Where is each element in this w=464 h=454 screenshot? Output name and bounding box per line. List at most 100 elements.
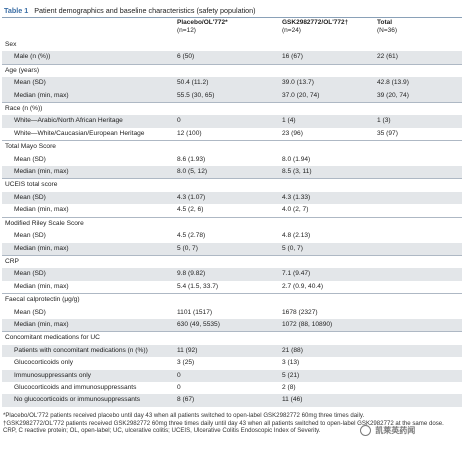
cell-value: 5 (21) [282,369,377,382]
cell-value: 16 (67) [282,51,377,65]
table-row: No glucocorticoids or immunosuppressants… [2,394,462,407]
table-row: Median (min, max) 5.4 (1.5, 33.7) 2.7 (0.9… [2,281,462,294]
section-row: UCEIS total score [2,178,462,192]
cell-value: 9.8 (9.82) [177,268,282,281]
table-row: Median (min, max) 8.0 (5, 12) 8.5 (3, 11) [2,166,462,179]
section-row: Race (n (%)) [2,102,462,116]
cell-value [377,216,462,231]
header-cell-total: Total (N=36) [377,18,462,39]
cell-value: 7.1 (9.47) [282,268,377,281]
footnote-gsk: †GSK2982772/OL'772 patients received GSK… [3,419,444,427]
row-label: White—Arabic/North African Heritage [2,115,177,128]
row-label: Glucocorticoids and immunosuppressants [14,383,137,391]
cell-value [282,254,377,269]
section-label: CRP [2,254,177,269]
cell-value [282,39,377,51]
header-count: (n=12) [177,27,196,34]
section-row: Age (years) [2,63,462,78]
table-container: Table 1 Patient demographics and baselin… [2,4,462,407]
cell-value: 4.0 (2, 7) [282,206,309,214]
row-label: Median (min, max) [2,89,177,103]
header-cell [2,18,177,39]
cell-value [377,39,462,51]
cell-value [377,242,462,256]
cell-value [377,230,462,242]
cell-value [282,140,377,154]
section-label: Sex [5,41,17,48]
cell-value: 1 (4) [282,115,377,128]
cell-value: 39.0 (13.7) [282,77,377,90]
row-label: Median (min, max) [2,166,177,179]
cell-value [177,140,282,154]
section-label: Age (years) [2,63,177,78]
cell-value [377,140,462,154]
footnote-placebo: *Placebo/OL'772 patients received placeb… [3,412,365,419]
cell-value: 1072 (88, 10890) [282,318,377,332]
cell-value [377,166,462,179]
cell-value: 5 (0, 7) [177,242,282,256]
section-row: Modified Riley Scale Score [2,216,462,231]
row-label: Median (min, max) [2,318,177,332]
row-label: Median (min, max) [14,282,69,290]
cell-value [377,154,462,166]
row-label: Mean (SD) [2,77,177,90]
cell-value [377,357,462,369]
cell-value: 4.3 (1.07) [177,191,282,205]
cell-value: 4.5 (2.78) [177,232,206,240]
cell-value: 1 (3) [377,115,462,128]
section-row: Total Mayo Score [2,140,462,154]
cell-value: 21 (88) [282,344,377,358]
table-row: Immunosuppressants only 0 5 (21) [2,369,462,382]
cell-value: 2 (8) [282,383,296,391]
table-row: Male (n (%)) 6 (50) 16 (67) 22 (61) [2,51,462,65]
table-footnotes: *Placebo/OL'772 patients received placeb… [3,412,461,435]
cell-value: 6 (50) [177,51,282,65]
table-row: White—Arabic/North African Heritage 0 1 (4… [2,115,462,128]
watermark-logo-icon [360,425,371,437]
cell-value [177,331,282,345]
cell-value [177,293,282,307]
cell-value [177,63,282,78]
cell-value: 3 (13) [282,359,300,367]
cell-value: 22 (61) [377,51,462,65]
cell-value: 11 (92) [177,344,282,358]
header-label: GSK2982772/OL'772† [282,19,349,26]
header-label: Placebo/OL'772* [177,19,228,26]
cell-value: 2.7 (0.9, 40.4) [282,282,324,290]
section-row: CRP [2,254,462,269]
cell-value: 4.8 (2.13) [282,232,311,240]
cell-value [282,63,377,78]
cell-value [282,102,377,116]
row-label: Median (min, max) [14,206,69,214]
cell-value: 3 (25) [177,359,195,367]
row-label: White—White/Caucasian/European Heritage [14,129,145,137]
cell-value [377,307,462,319]
header-cell-placebo: Placebo/OL'772* (n=12) [177,18,282,39]
cell-value: 8.5 (3, 11) [282,166,377,179]
cell-value [177,254,282,269]
cell-value [377,178,462,192]
section-row: Concomitant medications for UC [2,331,462,345]
cell-value: 42.8 (13.9) [377,77,462,90]
cell-value [377,293,462,307]
row-label: Immunosuppressants only [2,369,177,382]
section-row: Sex [2,39,462,51]
table-row: Median (min, max) 55.5 (30, 65) 37.0 (20, … [2,89,462,103]
cell-value: 5 (0, 7) [282,242,377,256]
table-row: Mean (SD) 4.3 (1.07) 4.3 (1.33) [2,191,462,205]
header-count: (n=24) [282,27,301,34]
cell-value [377,63,462,78]
cell-value [177,102,282,116]
table-row: Mean (SD) 9.8 (9.82) 7.1 (9.47) [2,268,462,281]
cell-value [377,382,462,394]
row-label: Mean (SD) [2,191,177,205]
cell-value [177,39,282,51]
cell-value: 55.5 (30, 65) [177,89,282,103]
row-label: Mean (SD) [14,308,46,316]
footnote-abbreviations: CRP, C reactive protein; OL, open-label;… [3,427,321,435]
cell-value: 4.5 (2, 6) [177,206,204,214]
cell-value [377,191,462,205]
table-row: Glucocorticoids and immunosuppressants 0 2… [2,382,462,394]
row-label: Glucocorticoids only [14,359,74,367]
cell-value: 23 (96) [282,129,303,137]
